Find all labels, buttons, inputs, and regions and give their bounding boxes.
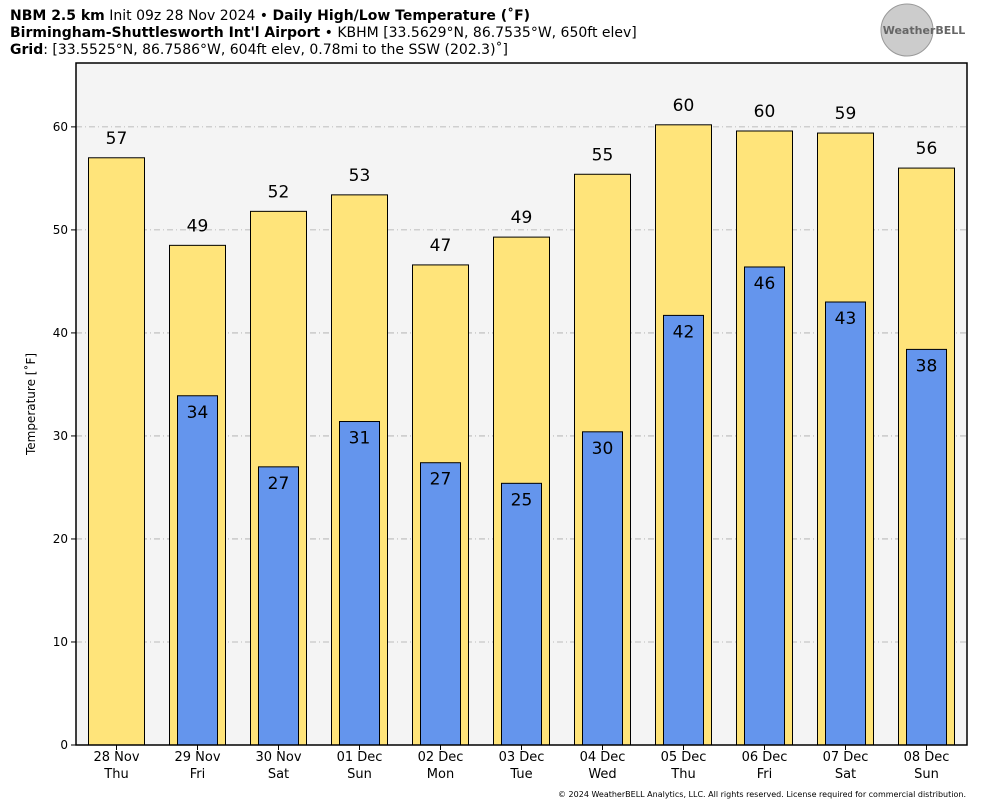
- grid-part: Grid: [10, 42, 43, 58]
- high-label: 60: [673, 96, 695, 116]
- y-tick-label: 20: [53, 532, 68, 546]
- x-tick-day: Wed: [588, 767, 616, 782]
- low-bar: [258, 466, 299, 746]
- y-axis-label: Temperature [˚F]: [23, 353, 38, 456]
- plot-frame: [75, 62, 968, 746]
- low-bar: [744, 266, 785, 746]
- x-tick-day: Mon: [427, 767, 454, 782]
- high-label: 52: [268, 182, 290, 202]
- x-tick-day: Tue: [509, 767, 532, 782]
- y-tick-label: 60: [53, 120, 68, 134]
- low-label: 27: [430, 470, 452, 490]
- x-tick-day: Fri: [190, 767, 206, 782]
- title-part: Daily High/Low Temperature (˚F): [273, 7, 531, 24]
- x-tick-label: 30 Nov: [255, 750, 301, 765]
- low-label: 25: [511, 490, 533, 510]
- subtitle-part: • KBHM [33.5629°N, 86.7535°W, 650ft elev…: [325, 25, 637, 41]
- x-tick-label: 05 Dec: [661, 750, 707, 765]
- footer: © 2024 WeatherBELL Analytics, LLC. All r…: [558, 790, 966, 799]
- x-tick-day: Sun: [914, 767, 939, 782]
- low-label: 38: [916, 356, 938, 376]
- low-bar: [663, 314, 704, 746]
- x-tick-day: Thu: [670, 767, 695, 782]
- low-bar: [825, 301, 866, 746]
- high-label: 56: [916, 139, 938, 159]
- chart-subtitle: Birmingham-Shuttlesworth Int'l Airport •…: [10, 25, 637, 41]
- y-tick-label: 50: [53, 223, 68, 237]
- low-label: 30: [592, 439, 614, 459]
- low-label: 46: [754, 274, 776, 294]
- high-label: 57: [106, 129, 128, 149]
- low-bar: [339, 421, 380, 746]
- low-label: 31: [349, 429, 371, 449]
- y-tick-label: 0: [60, 738, 68, 752]
- logo: WeatherBELL: [880, 3, 966, 57]
- x-tick-label: 07 Dec: [823, 750, 869, 765]
- low-label: 42: [673, 322, 695, 342]
- title-part: NBM 2.5 km: [10, 8, 105, 24]
- x-tick-day: Thu: [103, 767, 128, 782]
- low-bar: [582, 431, 623, 746]
- high-label: 53: [349, 166, 371, 186]
- x-tick-label: 02 Dec: [418, 750, 464, 765]
- x-tick-day: Sat: [268, 767, 289, 782]
- low-bar: [177, 395, 218, 746]
- low-bar: [906, 348, 947, 746]
- low-bar: [420, 462, 461, 746]
- y-tick-label: 30: [53, 429, 68, 443]
- subtitle-part: Birmingham-Shuttlesworth Int'l Airport: [10, 25, 320, 41]
- high-label: 59: [835, 104, 857, 124]
- chart-title: NBM 2.5 km Init 09z 28 Nov 2024 • Daily …: [10, 7, 530, 24]
- low-label: 34: [187, 403, 209, 423]
- low-label: 27: [268, 474, 290, 494]
- x-tick-label: 08 Dec: [904, 750, 950, 765]
- high-label: 47: [430, 236, 452, 256]
- logo-badge: [880, 3, 934, 57]
- x-tick-label: 29 Nov: [174, 750, 220, 765]
- x-tick-label: 06 Dec: [742, 750, 788, 765]
- y-tick-label: 40: [53, 326, 68, 340]
- high-label: 60: [754, 102, 776, 122]
- x-tick-label: 01 Dec: [337, 750, 383, 765]
- x-tick-day: Sat: [835, 767, 856, 782]
- title-part: Init 09z 28 Nov 2024 •: [109, 8, 268, 24]
- high-bar: [88, 157, 145, 746]
- low-bar: [501, 482, 542, 746]
- x-tick-label: 28 Nov: [93, 750, 139, 765]
- y-tick-label: 10: [53, 635, 68, 649]
- low-label: 43: [835, 309, 857, 329]
- grid-part: : [33.5525°N, 86.7586°W, 604ft elev, 0.7…: [43, 41, 508, 58]
- x-tick-day: Fri: [757, 767, 773, 782]
- high-label: 49: [511, 208, 533, 228]
- high-label: 49: [187, 216, 209, 236]
- x-tick-label: 03 Dec: [499, 750, 545, 765]
- high-label: 55: [592, 145, 614, 165]
- x-tick-label: 04 Dec: [580, 750, 626, 765]
- logo-text: WeatherBELL: [883, 24, 966, 37]
- grid-info: Grid: [33.5525°N, 86.7586°W, 604ft elev,…: [10, 41, 508, 58]
- x-tick-day: Sun: [347, 767, 372, 782]
